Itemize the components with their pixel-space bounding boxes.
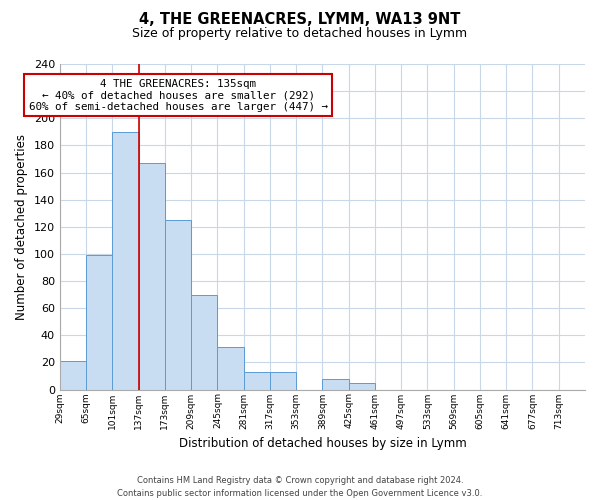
Bar	[112, 132, 139, 390]
X-axis label: Distribution of detached houses by size in Lymm: Distribution of detached houses by size …	[179, 437, 466, 450]
Bar	[349, 382, 375, 390]
Bar	[60, 361, 86, 390]
Text: Size of property relative to detached houses in Lymm: Size of property relative to detached ho…	[133, 28, 467, 40]
Bar	[270, 372, 296, 390]
Bar	[217, 348, 244, 390]
Text: Contains HM Land Registry data © Crown copyright and database right 2024.
Contai: Contains HM Land Registry data © Crown c…	[118, 476, 482, 498]
Bar	[139, 163, 165, 390]
Bar	[165, 220, 191, 390]
Y-axis label: Number of detached properties: Number of detached properties	[15, 134, 28, 320]
Bar	[322, 378, 349, 390]
Bar	[191, 294, 217, 390]
Bar	[86, 255, 112, 390]
Bar	[244, 372, 270, 390]
Text: 4, THE GREENACRES, LYMM, WA13 9NT: 4, THE GREENACRES, LYMM, WA13 9NT	[139, 12, 461, 28]
Text: 4 THE GREENACRES: 135sqm
← 40% of detached houses are smaller (292)
60% of semi-: 4 THE GREENACRES: 135sqm ← 40% of detach…	[29, 78, 328, 112]
